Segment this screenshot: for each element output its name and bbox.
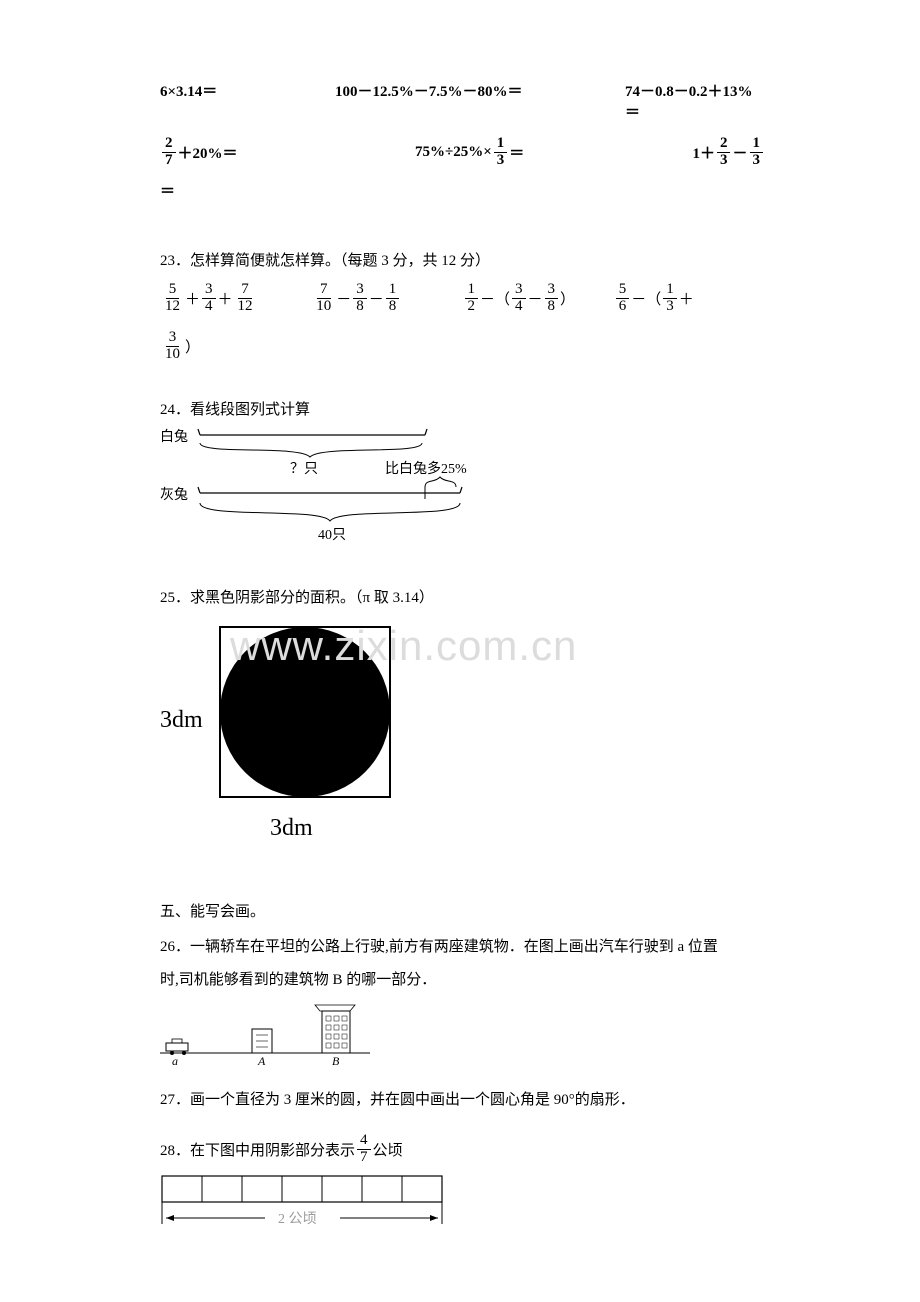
q24-title: 24．看线段图列式计算 [160,398,765,419]
r2c1: 27 ＋20%＝ [160,128,238,176]
q23-e3: 12 －（ 34 － 38 ） [463,274,576,322]
fig28-label: 2 公顷 [278,1211,317,1227]
fig25-dim-left: 3dm [160,707,203,733]
section-5-title: 五、能写会画。 [160,900,765,921]
fig24-qmark: ？只 [290,462,318,477]
r2c3: 1＋ 23 － 13 [692,128,765,176]
calc-row-2: 27 ＋20%＝ 75%÷25%× 13 ＝ 1＋ 23 － 13 [160,128,765,176]
r1c3: 74－0.8－0.2＋13%＝ [625,80,765,122]
fig26-A: A [257,1054,266,1068]
fig25-dim-bottom: 3dm [270,815,313,841]
fig24-40: 40只 [318,528,346,543]
r2c2: 75%÷25%× 13 ＝ [415,128,524,176]
q23-e1: 512 ＋ 34 ＋ 712 [160,274,258,322]
q23-e4: 56 －（ 13 ＋ [614,274,694,322]
fig26-a: a [172,1054,178,1068]
q28: 28．在下图中用阴影部分表示 47 公顷 [160,1133,765,1166]
fig25: 3dm 3dm [160,617,765,852]
q23-e2: 710 － 38 － 18 [311,274,401,322]
q26-line1: 26．一辆轿车在平坦的公路上行驶,前方有两座建筑物．在图上画出汽车行驶到 a 位… [160,931,765,964]
q23-e4-cont: 310 ） [160,322,765,370]
fig24-white-label: 白兔 [160,429,188,445]
q25-title: 25．求黑色阴影部分的面积。（π 取 3.14） [160,586,765,607]
q27: 27．画一个直径为 3 厘米的圆，并在圆中画出一个圆心角是 90°的扇形． [160,1084,765,1117]
q23-expressions: 512 ＋ 34 ＋ 712 710 － 38 － 18 12 －（ 34 － [160,274,765,322]
q26-line2: 时,司机能够看到的建筑物 B 的哪一部分． [160,964,765,997]
r1c1: 6×3.14＝ [160,80,335,101]
q23-title: 23．怎样算简便就怎样算。（每题 3 分，共 12 分） [160,249,765,270]
fig26-B: B [332,1054,340,1068]
fig24-gray-label: 灰兔 [160,487,188,503]
fig26: a A B [160,1003,765,1078]
fig24: 白兔 ？只 比白兔多25% 灰兔 40只 [160,423,765,558]
fig24-more: 比白兔多25% [385,460,467,477]
fig28: 2 公顷 [160,1172,765,1241]
calc-row-1: 6×3.14＝ 100－12.5%－7.5%－80%＝ 74－0.8－0.2＋1… [160,80,765,122]
r1c2: 100－12.5%－7.5%－80%＝ [335,80,625,101]
calc-row-3: ＝ [160,180,765,201]
